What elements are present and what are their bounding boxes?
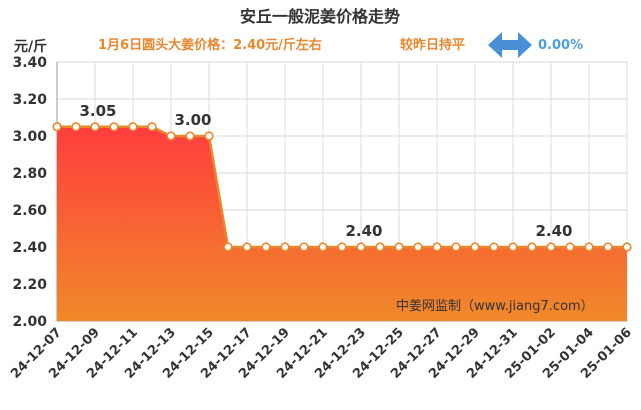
- y-tick-label: 2.20: [12, 277, 47, 293]
- data-label: 2.40: [535, 222, 572, 240]
- data-label: 3.05: [79, 102, 116, 120]
- data-point: [90, 122, 100, 132]
- y-tick-label: 2.00: [12, 314, 47, 330]
- price-subtitle: 1月6日圆头大姜价格：2.40元/斤左右: [98, 37, 322, 53]
- data-point: [584, 242, 594, 252]
- data-point: [242, 242, 252, 252]
- data-point: [375, 242, 385, 252]
- double-arrow-icon: [488, 32, 532, 58]
- data-point: [280, 242, 290, 252]
- area-fill: [57, 126, 627, 321]
- data-point: [109, 122, 119, 132]
- y-tick-label: 2.60: [12, 203, 47, 219]
- area-series: [52, 122, 632, 321]
- data-point: [432, 242, 442, 252]
- data-point: [261, 242, 271, 252]
- data-labels: 3.05 3.00 2.40 2.40: [79, 102, 572, 240]
- data-point: [223, 242, 233, 252]
- y-tick-label: 3.40: [12, 55, 47, 71]
- data-point: [413, 242, 423, 252]
- source-watermark: 中姜网监制（www.jiang7.com）: [396, 299, 594, 314]
- data-point: [52, 122, 62, 132]
- y-axis-unit: 元/斤: [14, 38, 47, 55]
- data-point: [356, 242, 366, 252]
- data-point: [185, 131, 195, 141]
- data-point: [337, 242, 347, 252]
- data-point: [489, 242, 499, 252]
- data-point: [451, 242, 461, 252]
- data-point: [128, 122, 138, 132]
- compare-text: 较昨日持平: [400, 37, 465, 53]
- change-percent: 0.00%: [538, 38, 583, 53]
- chart-title: 安丘一般泥姜价格走势: [240, 7, 400, 26]
- y-tick-label: 2.80: [12, 166, 47, 182]
- data-point: [166, 131, 176, 141]
- data-point: [508, 242, 518, 252]
- data-label: 2.40: [345, 222, 382, 240]
- y-axis: 2.00 2.20 2.40 2.60 2.80 3.00 3.20 3.40: [12, 55, 47, 330]
- data-point: [147, 122, 157, 132]
- data-point: [565, 242, 575, 252]
- data-point: [299, 242, 309, 252]
- data-point: [394, 242, 404, 252]
- y-tick-label: 3.00: [12, 129, 47, 145]
- data-point: [622, 242, 632, 252]
- data-point: [470, 242, 480, 252]
- y-tick-label: 3.20: [12, 92, 47, 108]
- data-point: [527, 242, 537, 252]
- data-point: [204, 131, 214, 141]
- data-point: [603, 242, 613, 252]
- y-tick-label: 2.40: [12, 240, 47, 256]
- data-label: 3.00: [174, 111, 211, 129]
- data-point: [71, 122, 81, 132]
- data-point: [546, 242, 556, 252]
- data-point: [318, 242, 328, 252]
- x-axis: 24-12-0724-12-0924-12-1124-12-1324-12-15…: [8, 325, 635, 382]
